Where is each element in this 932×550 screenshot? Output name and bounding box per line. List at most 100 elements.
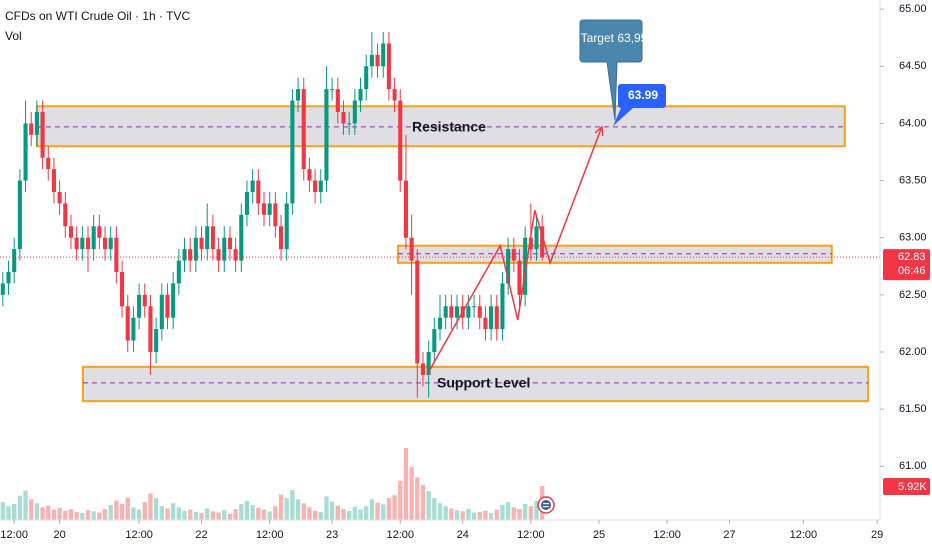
volume-bar <box>57 507 62 520</box>
countdown-label: 06:46 <box>898 265 926 277</box>
candle-body <box>341 112 346 124</box>
candle-body <box>120 272 125 307</box>
volume-bar <box>233 509 238 520</box>
volume-bar <box>398 480 403 520</box>
volume-bar <box>386 498 392 520</box>
y-tick-label: 62.00 <box>899 346 927 358</box>
candle-body <box>420 363 426 375</box>
volume-bar <box>136 509 142 520</box>
volume-bar <box>210 511 216 520</box>
x-tick-label: 25 <box>593 529 605 541</box>
volume-bar <box>341 509 346 520</box>
volume-bar <box>188 509 193 520</box>
candle-body <box>267 203 272 215</box>
volume-bar <box>511 507 516 520</box>
candle-body <box>256 180 261 204</box>
volume-bar <box>46 505 51 520</box>
candle-body <box>330 89 335 91</box>
volume-bar <box>227 513 233 520</box>
candle-body <box>148 306 153 352</box>
candle-body <box>68 226 74 238</box>
volume-bar <box>295 499 301 520</box>
candle-body <box>233 249 238 261</box>
volume-bar <box>381 504 386 520</box>
candle-body <box>523 237 528 295</box>
candle-body <box>227 237 232 250</box>
volume-bar <box>517 509 522 520</box>
volume-title: Vol <box>5 29 22 43</box>
volume-bar <box>114 500 119 520</box>
candle-body <box>284 203 289 250</box>
flag-stripe <box>543 503 549 505</box>
volume-bar <box>392 495 397 520</box>
candle-body <box>216 249 221 261</box>
volume-bar <box>415 477 420 520</box>
volume-bar <box>420 484 426 520</box>
x-tick-label: 29 <box>871 529 883 541</box>
volume-bar <box>131 507 136 520</box>
candle-body <box>63 203 68 227</box>
candle-body <box>375 54 380 67</box>
candle-body <box>296 89 301 101</box>
candle-body <box>114 237 119 272</box>
volume-bar <box>267 511 272 520</box>
candle-body <box>386 43 391 90</box>
candle-body <box>313 180 318 192</box>
candle-body <box>398 100 403 181</box>
volume-bar <box>34 503 40 520</box>
candles-layer <box>0 32 545 398</box>
volume-bar <box>460 511 465 520</box>
y-tick-label: 63.00 <box>899 232 927 244</box>
candle-body <box>443 306 448 318</box>
x-tick-label: 12:00 <box>0 529 28 541</box>
candle-body <box>511 249 516 261</box>
volume-bar <box>216 512 221 520</box>
candle-body <box>500 283 505 330</box>
volume-bar <box>261 509 267 520</box>
candle-body <box>131 317 136 341</box>
zone <box>81 365 870 403</box>
candle-body <box>244 192 250 215</box>
price-label-box <box>613 84 666 126</box>
annotations-layer: Resistance Support Level Target 63,95 63.99 <box>0 19 880 391</box>
volume-bar <box>443 506 448 520</box>
candle-body <box>210 226 215 250</box>
flag-stripe <box>543 506 549 508</box>
volume-bar <box>125 497 130 520</box>
volume-bar <box>68 509 74 520</box>
volume-bar <box>199 513 204 520</box>
candle-body <box>278 226 284 250</box>
candle-body <box>154 329 159 352</box>
candle-body <box>142 294 147 307</box>
candle-body <box>250 180 255 192</box>
candle-body <box>182 249 187 261</box>
volume-bar <box>500 505 505 520</box>
volume-bar <box>171 503 176 520</box>
volume-bar <box>80 513 85 520</box>
candle-body <box>108 237 113 250</box>
candle-body <box>432 329 437 352</box>
x-tick-label: 22 <box>195 529 207 541</box>
candle-body <box>466 306 471 318</box>
volume-bar <box>193 511 199 520</box>
chart-title: CFDs on WTI Crude Oil · 1h · TVC <box>5 9 190 23</box>
volume-bar <box>273 506 278 520</box>
candle-body <box>324 89 329 181</box>
candle-body <box>347 123 352 125</box>
target-callout-box <box>579 19 643 121</box>
volume-bar <box>153 498 159 520</box>
volume-bar <box>505 502 511 520</box>
volume-bar <box>256 507 261 520</box>
volume-bar <box>278 494 284 520</box>
volume-bar <box>12 503 17 520</box>
candle-body <box>358 89 363 101</box>
candle-body <box>6 272 11 284</box>
volume-bar <box>142 502 147 520</box>
y-tick-label: 64.00 <box>899 117 927 129</box>
candle-body <box>415 260 420 364</box>
candle-body <box>449 306 454 318</box>
volume-bar <box>364 506 369 520</box>
volume-bar <box>102 509 108 520</box>
